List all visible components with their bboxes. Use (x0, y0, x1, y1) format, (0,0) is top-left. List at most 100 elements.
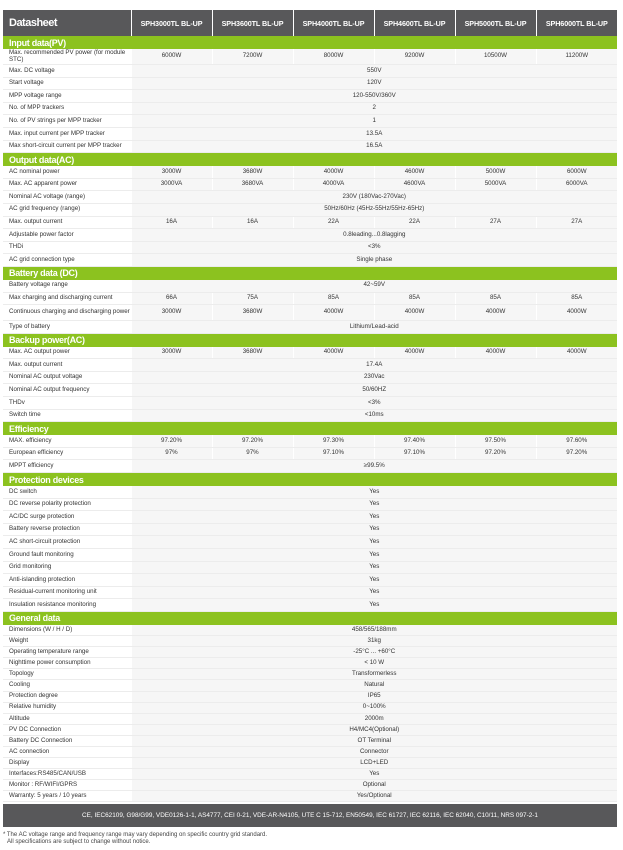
section-title: General data (3, 611, 617, 625)
model-column-header: SPH4000TL BL-UP (292, 10, 374, 36)
section-title: Backup power(AC) (3, 333, 617, 347)
spec-value: Lithium/Lead-acid (130, 320, 617, 334)
spec-row: MPPT efficiency ≥99.5% (3, 459, 617, 474)
spec-row: AC grid connection type Single phase (3, 253, 617, 267)
spec-value: 97.50% (454, 435, 536, 448)
spec-value: 97.60% (535, 435, 617, 448)
spec-value: 8000W (292, 49, 374, 65)
section-title: Battery data (DC) (3, 266, 617, 280)
spec-value: 97% (130, 447, 212, 461)
spec-value: 97.30% (292, 435, 374, 448)
spec-row: Ground fault monitoring Yes (3, 548, 617, 562)
spec-row: Continuous charging and discharging powe… (3, 304, 617, 322)
spec-value: 97.10% (373, 447, 455, 461)
spec-label: MPPT efficiency (3, 459, 131, 474)
spec-label: AC short-circuit protection (3, 535, 131, 549)
spec-row: Nighttime power consumption < 10 W (3, 657, 617, 670)
section-header: General data (3, 611, 617, 625)
spec-value: 3680W (211, 166, 293, 179)
spec-label: Display (3, 757, 131, 770)
datasheet-table: Datasheet SPH3000TL BL-UP SPH3600TL BL-UP… (3, 10, 617, 803)
spec-value: 85A (454, 292, 536, 306)
spec-value: 85A (373, 292, 455, 306)
spec-label: Max. AC apparent power (3, 178, 131, 192)
spec-value: 4000VA (292, 178, 374, 192)
spec-value: <3% (130, 241, 617, 255)
spec-label: Continuous charging and discharging powe… (3, 304, 131, 322)
spec-value: Optional (130, 779, 617, 792)
spec-value: 3680W (211, 304, 293, 322)
spec-value: 3000W (130, 346, 212, 360)
spec-label: Ground fault monitoring (3, 548, 131, 562)
model-column-header: SPH5000TL BL-UP (454, 10, 536, 36)
spec-row: Max. DC voltage 550V (3, 64, 617, 78)
spec-value: 9200W (373, 49, 455, 65)
spec-value: ≥99.5% (130, 459, 617, 474)
spec-value: 5000W (454, 166, 536, 179)
spec-row: No. of PV strings per MPP tracker 1 (3, 114, 617, 128)
spec-label: Weight (3, 635, 131, 648)
spec-label: Adjustable power factor (3, 228, 131, 242)
spec-value: 4600W (373, 166, 455, 179)
spec-row: Nominal AC voltage (range) 230V (180Vac-2… (3, 190, 617, 204)
spec-value: 7200W (211, 49, 293, 65)
spec-label: AC grid connection type (3, 253, 131, 267)
spec-label: Nominal AC output frequency (3, 383, 131, 398)
spec-row: Dimensions (W / H / D) 458/565/188mm (3, 624, 617, 637)
spec-value: 27A (454, 216, 536, 230)
spec-value: Natural (130, 679, 617, 692)
spec-label: Max. input current per MPP tracker (3, 127, 131, 141)
spec-value: 4000W (535, 304, 617, 322)
spec-value: 97% (211, 447, 293, 461)
spec-value: 16A (211, 216, 293, 230)
spec-row: AC grid frequency (range) 50Hz/60Hz (45Hz… (3, 203, 617, 217)
spec-row: Max. output current 16A 16A 22A 22A 27A 27A (3, 216, 617, 230)
section-title: Input data(PV) (3, 36, 617, 49)
spec-row: Operating temperature range -25°C ... +60… (3, 646, 617, 659)
spec-value: 3000W (130, 166, 212, 179)
spec-value: 4000W (292, 346, 374, 360)
spec-label: Start voltage (3, 77, 131, 91)
spec-row: MPP voltage range 120-550V/360V (3, 89, 617, 103)
spec-value: Yes (130, 510, 617, 524)
spec-value: 4600VA (373, 178, 455, 192)
footnote: All specifications are subject to change… (7, 838, 151, 845)
spec-label: Battery reverse protection (3, 523, 131, 537)
spec-row: Type of battery Lithium/Lead-acid (3, 320, 617, 334)
spec-label: Max. recommended PV power (for module ST… (3, 49, 131, 65)
model-column-header: SPH6000TL BL-UP (535, 10, 617, 36)
spec-value: Yes (130, 548, 617, 562)
spec-row: Nominal AC output frequency 50/60HZ (3, 383, 617, 398)
spec-value: Yes (130, 598, 617, 612)
spec-value: 0~100% (130, 702, 617, 714)
spec-label: PV DC Connection (3, 724, 131, 736)
spec-label: Grid monitoring (3, 561, 131, 575)
spec-value: H4/MC4(Optional) (130, 724, 617, 736)
spec-row: Max. recommended PV power (for module ST… (3, 49, 617, 65)
spec-row: Switch time <10ms (3, 409, 617, 423)
spec-value: <10ms (130, 409, 617, 423)
spec-label: Altitude (3, 713, 131, 725)
spec-label: MAX. efficiency (3, 435, 131, 448)
spec-value: 50/60HZ (130, 383, 617, 398)
spec-value: 2 (130, 102, 617, 116)
spec-label: No. of MPP trackers (3, 102, 131, 116)
spec-label: MPP voltage range (3, 89, 131, 103)
spec-label: Max. DC voltage (3, 64, 131, 78)
spec-value: 16.5A (130, 140, 617, 154)
spec-label: Switch time (3, 409, 131, 423)
spec-value: 2000m (130, 713, 617, 725)
spec-value: 120V (130, 77, 617, 91)
spec-label: Dimensions (W / H / D) (3, 624, 131, 637)
spec-value: Yes (130, 586, 617, 600)
spec-value: 97.20% (535, 447, 617, 461)
spec-value: Yes (130, 573, 617, 587)
spec-value: < 10 W (130, 657, 617, 670)
spec-row: Relative humidity 0~100% (3, 702, 617, 714)
spec-value: 85A (535, 292, 617, 306)
spec-row: Insulation resistance monitoring Yes (3, 598, 617, 612)
spec-row: Protection degree IP65 (3, 691, 617, 703)
spec-value: 550V (130, 64, 617, 78)
spec-value: 11200W (535, 49, 617, 65)
spec-row: THDv <3% (3, 396, 617, 410)
